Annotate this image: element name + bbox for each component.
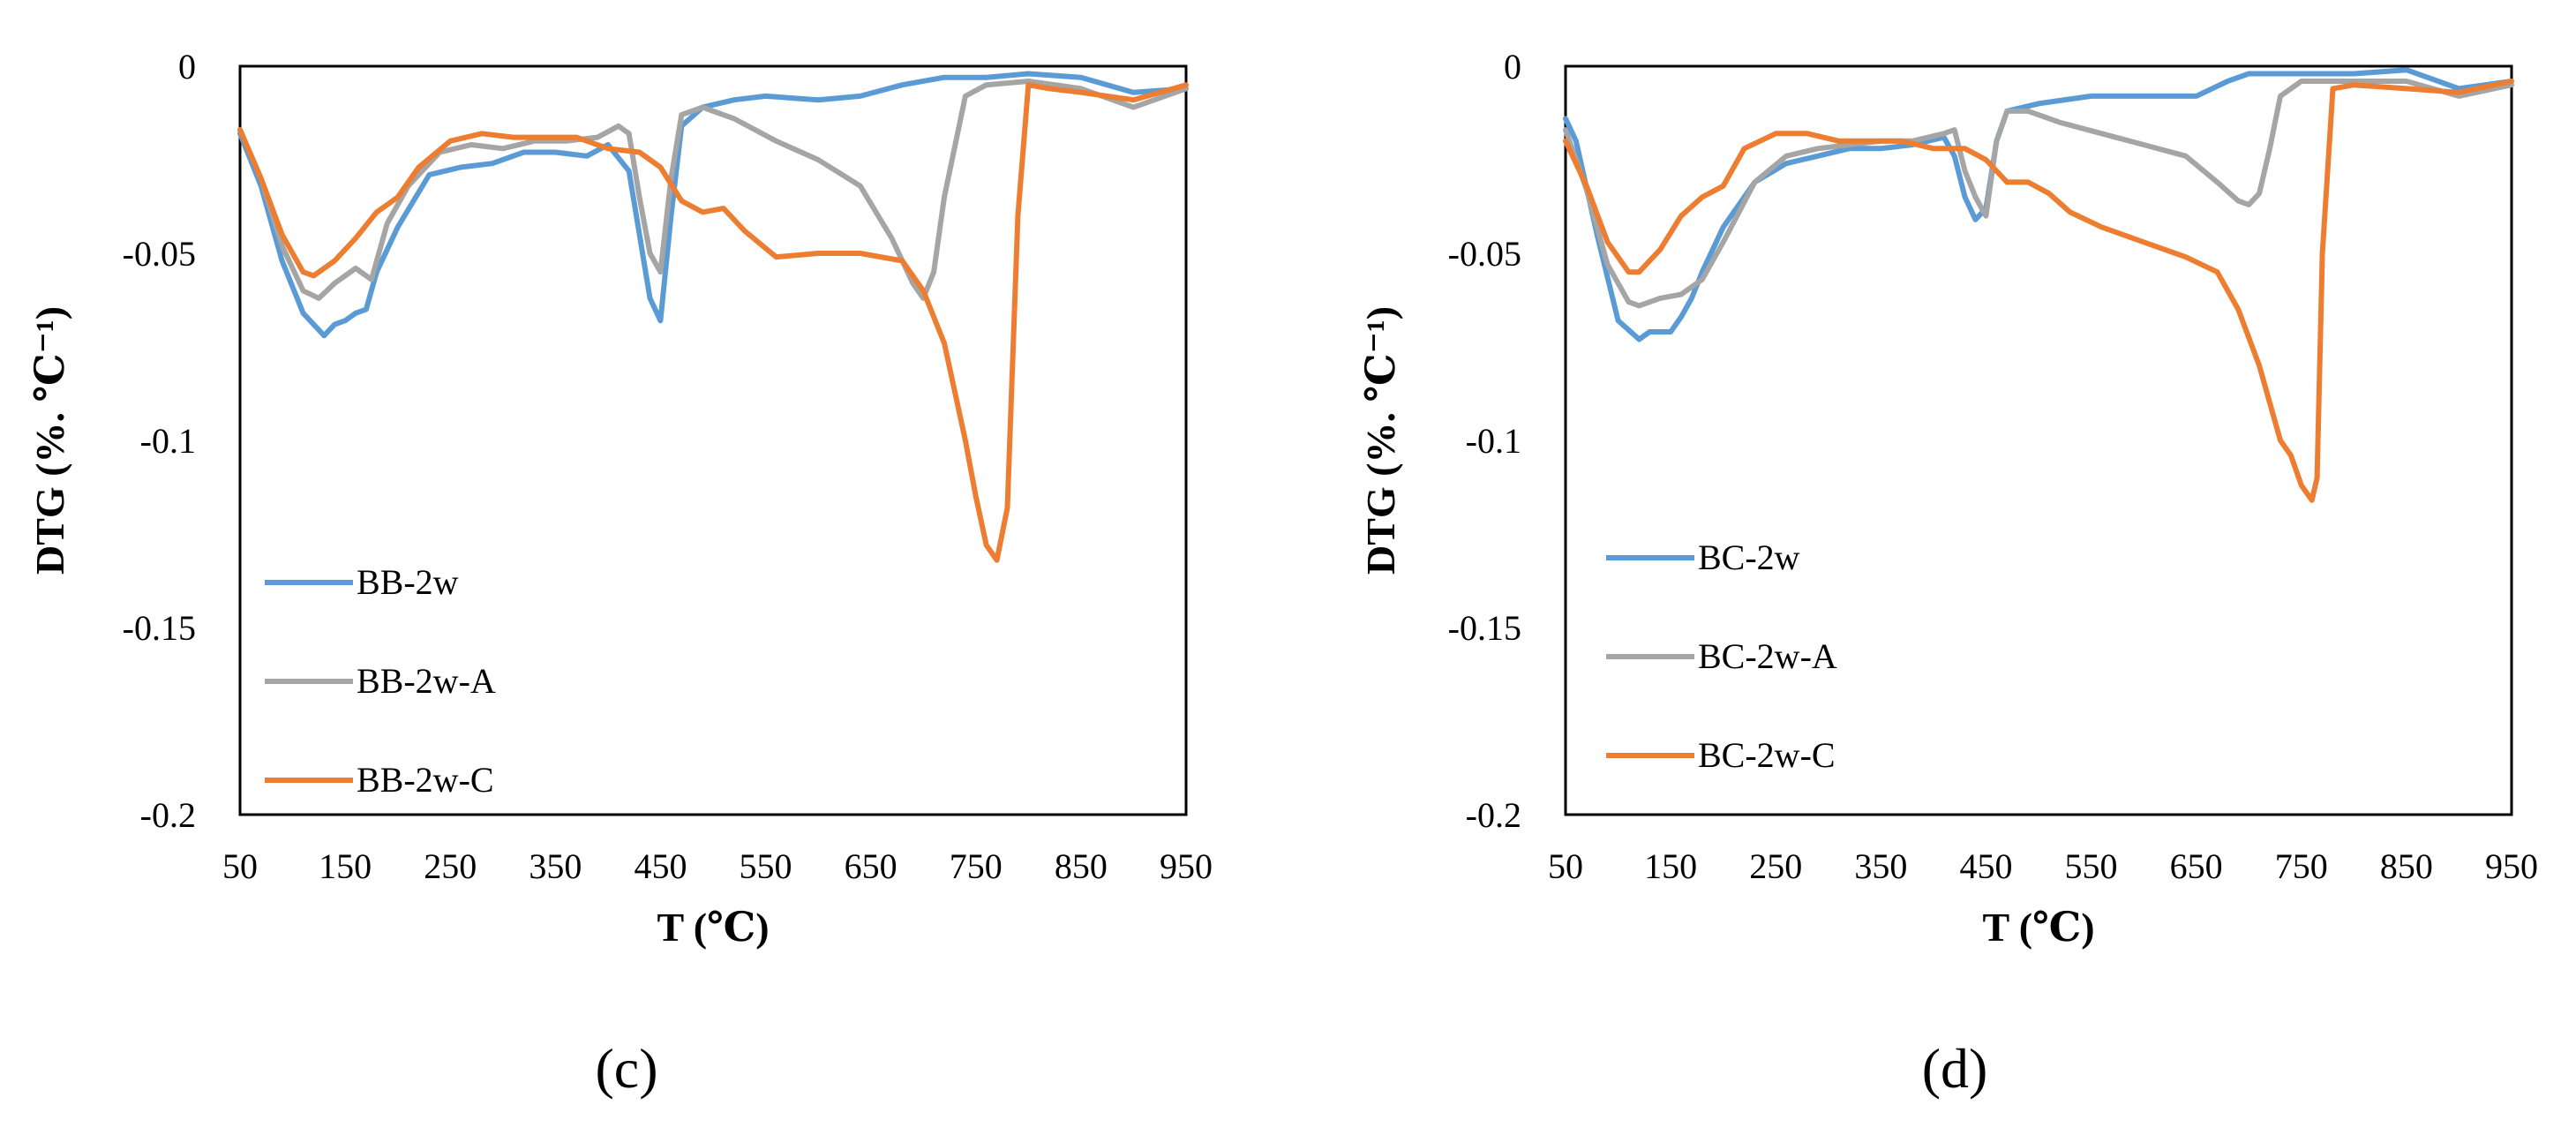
plot-area-border	[238, 64, 1188, 816]
chart-panel-d: 50 150 250 350 450 550 650 750 850 950 0 -0.05 -0.1…	[1358, 47, 2538, 1100]
legend: BC-2w BC-2w-A BC-2w-C	[1606, 537, 1837, 775]
series-line-bb-2w	[237, 71, 1189, 339]
y-tick-label: 0	[1504, 47, 1521, 86]
panel-label: (d)	[1922, 1037, 1988, 1100]
series-line-bc-2w-c	[1563, 79, 2514, 503]
y-tick-label: 0	[178, 47, 196, 86]
series-line-bc-2w	[1563, 67, 2514, 342]
legend-label: BC-2w	[1698, 537, 1800, 577]
y-axis-ticks: 0 -0.05 -0.1 -0.15 -0.2	[123, 47, 196, 835]
x-tick-label: 350	[529, 846, 582, 886]
x-tick-label: 850	[2380, 846, 2433, 886]
y-tick-label: -0.05	[1448, 234, 1521, 274]
x-tick-label: 650	[2170, 846, 2223, 886]
x-tick-label: 650	[845, 846, 897, 886]
series-line-bb-2w-c	[237, 82, 1189, 563]
y-tick-label: -0.2	[140, 795, 196, 835]
x-axis-ticks: 50 150 250 350 450 550 650 750 850 950	[222, 846, 1213, 886]
x-axis-title: T (℃)	[657, 905, 769, 950]
series-line-bb-2w-a	[237, 79, 1189, 301]
x-tick-label: 250	[424, 846, 477, 886]
x-tick-label: 950	[1160, 846, 1213, 886]
y-tick-label: -0.1	[1466, 421, 1521, 461]
legend-label: BC-2w-C	[1698, 735, 1836, 775]
legend-label: BB-2w	[357, 562, 459, 602]
x-tick-label: 750	[2275, 846, 2328, 886]
panel-label: (c)	[595, 1037, 657, 1100]
x-axis-title: T (℃)	[1982, 905, 2094, 950]
chart-panel-c: 50 150 250 350 450 550 650 750 850 950 0 -0.05 -0.1…	[27, 47, 1213, 1100]
plot-area-border	[1564, 64, 2513, 816]
series-lines	[1563, 67, 2514, 503]
y-axis-title: DTG (%. ℃⁻¹)	[27, 306, 72, 575]
x-tick-label: 450	[634, 846, 687, 886]
x-tick-label: 50	[1548, 846, 1583, 886]
x-tick-label: 150	[1644, 846, 1697, 886]
x-tick-label: 350	[1854, 846, 1907, 886]
y-axis-ticks: 0 -0.05 -0.1 -0.15 -0.2	[1448, 47, 1521, 835]
y-axis-title: DTG (%. ℃⁻¹)	[1358, 306, 1403, 575]
x-tick-label: 50	[222, 846, 258, 886]
x-tick-label: 950	[2485, 846, 2538, 886]
legend-label: BC-2w-A	[1698, 636, 1837, 676]
legend: BB-2w BB-2w-A BB-2w-C	[265, 562, 496, 800]
x-tick-label: 550	[2065, 846, 2118, 886]
x-tick-label: 550	[740, 846, 792, 886]
y-tick-label: -0.05	[123, 234, 196, 274]
legend-label: BB-2w-C	[357, 760, 494, 800]
x-tick-label: 450	[1959, 846, 2012, 886]
y-tick-label: -0.1	[140, 421, 196, 461]
x-tick-label: 750	[950, 846, 1003, 886]
series-lines	[237, 71, 1189, 563]
x-axis-ticks: 50 150 250 350 450 550 650 750 850 950	[1548, 846, 2538, 886]
legend-label: BB-2w-A	[357, 661, 496, 701]
x-tick-label: 850	[1055, 846, 1108, 886]
x-tick-label: 250	[1749, 846, 1802, 886]
y-tick-label: -0.15	[1448, 608, 1521, 648]
series-line-bc-2w-a	[1563, 79, 2514, 309]
y-tick-label: -0.2	[1466, 795, 1521, 835]
y-tick-label: -0.15	[123, 608, 196, 648]
x-tick-label: 150	[319, 846, 372, 886]
